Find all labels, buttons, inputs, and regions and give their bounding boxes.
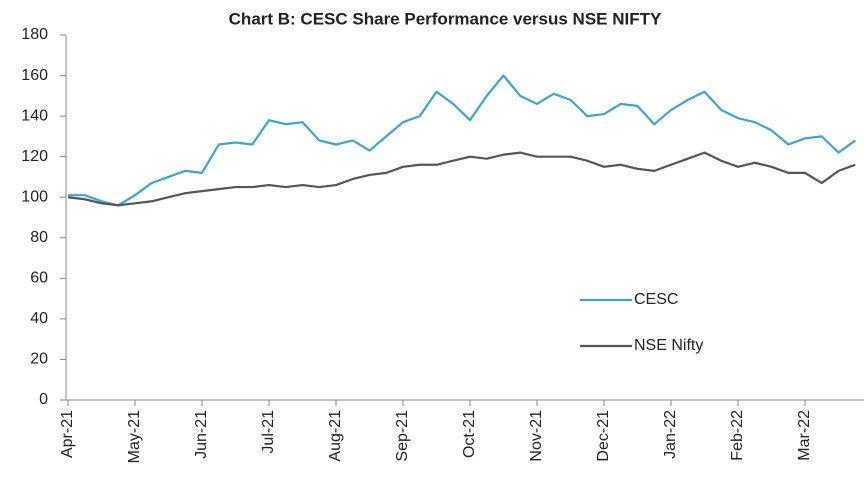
y-tick-label: 100 [21, 188, 48, 205]
x-tick-label: Jan-22 [662, 410, 679, 459]
y-tick-label: 0 [39, 391, 48, 408]
series-line [68, 74, 856, 207]
y-tick-label: 140 [21, 107, 48, 124]
x-tick-label: Jun-21 [193, 410, 210, 459]
x-tick-label: Oct-21 [461, 410, 478, 458]
series-line [67, 151, 856, 207]
x-tick-label: Dec-21 [595, 410, 612, 462]
chart-title: Chart B: CESC Share Performance versus N… [229, 9, 662, 28]
legend-label: CESC [634, 291, 678, 308]
y-tick-label: 40 [30, 310, 48, 327]
y-tick-label: 160 [21, 67, 48, 84]
x-tick-label: Nov-21 [528, 410, 545, 462]
x-tick-label: Mar-22 [796, 410, 813, 461]
y-tick-label: 80 [30, 229, 48, 246]
x-tick-label: Apr-21 [59, 410, 76, 458]
legend-label: NSE Nifty [634, 337, 703, 354]
y-tick-label: 180 [21, 26, 48, 43]
x-tick-label: May-21 [126, 410, 143, 463]
x-tick-label: Jul-21 [260, 410, 277, 454]
y-tick-label: 60 [30, 270, 48, 287]
y-tick-label: 120 [21, 148, 48, 165]
x-tick-label: Feb-22 [729, 410, 746, 461]
x-tick-label: Aug-21 [327, 410, 344, 462]
x-tick-label: Sep-21 [394, 410, 411, 462]
y-tick-label: 20 [30, 351, 48, 368]
